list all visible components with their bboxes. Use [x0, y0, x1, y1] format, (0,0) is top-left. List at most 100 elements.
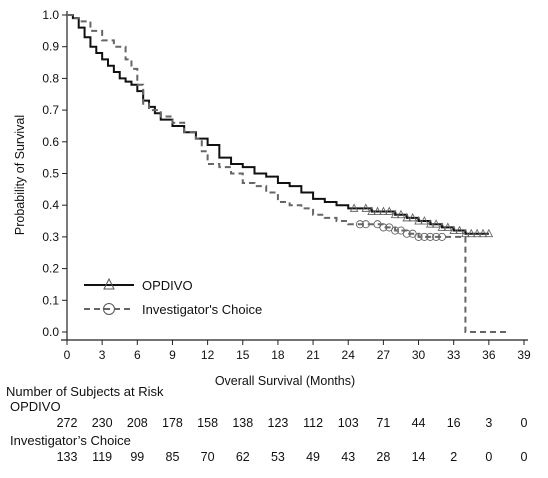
censor-mark-investigator: [432, 232, 441, 241]
risk-count: 49: [306, 450, 321, 464]
legend: OPDIVO Investigator's Choice: [84, 277, 262, 317]
risk-count: 112: [303, 416, 324, 430]
censor-mark-opdivo: [379, 206, 388, 215]
risk-count: 123: [267, 416, 289, 430]
censor-mark-investigator: [414, 232, 423, 241]
censor-mark-opdivo: [443, 222, 453, 231]
censor-mark-investigator: [361, 220, 370, 229]
censor-mark-opdivo: [437, 222, 447, 231]
y-axis-title: Probability of Survival: [13, 115, 27, 235]
risk-count: 0: [485, 450, 493, 464]
censor-mark-opdivo: [484, 228, 494, 238]
risk-count: 178: [162, 416, 183, 430]
censor-mark-opdivo: [408, 212, 418, 222]
x-tick-label: 24: [342, 348, 356, 362]
series-layer: [67, 14, 507, 333]
y-tick-label: 0.1: [42, 293, 59, 307]
x-tick-label: 18: [271, 348, 285, 362]
x-tick-label: 36: [482, 348, 496, 362]
censor-mark-opdivo: [420, 216, 429, 225]
y-tick-label: 0.7: [42, 103, 59, 117]
risk-count: 3: [485, 416, 493, 430]
censor-mark-investigator: [402, 229, 411, 238]
x-axis: 0 3 6 9 12 15 18 21 24 27 30 33 36 39: [64, 340, 531, 362]
risk-count: 14: [411, 450, 426, 464]
censor-mark-opdivo: [431, 219, 441, 228]
risk-count: 0: [520, 416, 528, 430]
survival-curve-investigator: [67, 14, 507, 333]
censor-mark-opdivo: [472, 228, 482, 238]
censor-mark-opdivo: [373, 206, 382, 215]
x-tick-label: 15: [236, 348, 250, 362]
y-tick-label: 0.0: [42, 325, 59, 339]
censor-mark-investigator: [391, 226, 400, 235]
censor-mark-opdivo: [455, 225, 464, 235]
censor-mark-opdivo: [449, 225, 459, 235]
risk-count: 44: [411, 416, 426, 430]
censor-mark-opdivo: [361, 203, 371, 212]
plot-frame: [61, 11, 528, 341]
x-tick-label: 12: [201, 348, 215, 362]
y-tick-label: 0.4: [42, 198, 59, 212]
x-tick-label: 27: [377, 348, 391, 362]
risk-count: 16: [446, 416, 461, 430]
y-tick-label: 0.5: [42, 167, 59, 181]
survival-curve-opdivo: [67, 14, 489, 235]
y-tick-label: 0.3: [42, 230, 59, 244]
x-tick-label: 0: [64, 348, 71, 362]
censor-mark-opdivo: [478, 228, 488, 238]
y-tick-label: 0.8: [42, 71, 59, 85]
risk-count: 208: [126, 416, 148, 430]
censor-mark-opdivo: [425, 219, 435, 228]
risk-count: 0: [520, 450, 528, 464]
risk-count: 28: [376, 450, 391, 464]
x-tick-label: 6: [134, 348, 141, 362]
censor-mark-investigator: [426, 232, 435, 241]
y-axis: 0.0 0.1 0.2 0.3 0.4 0.5 0.6 0.7 0.8 0.9 1.0: [42, 8, 67, 339]
triangle-marker-icon: [103, 277, 115, 290]
risk-table-title: Number of Subjects at Risk: [6, 384, 164, 399]
risk-count: 158: [197, 416, 219, 430]
censor-mark-opdivo: [466, 228, 476, 238]
x-tick-label: 33: [447, 348, 461, 362]
y-tick-label: 1.0: [42, 8, 59, 22]
x-tick-label: 30: [412, 348, 426, 362]
y-tick-label: 0.2: [42, 262, 59, 276]
risk-count: 133: [56, 450, 78, 464]
y-tick-label: 0.6: [42, 135, 59, 149]
risk-count: 103: [337, 416, 359, 430]
risk-count: 62: [235, 450, 250, 464]
x-tick-label: 3: [99, 348, 106, 362]
risk-count: 70: [200, 450, 215, 464]
risk-count: 119: [92, 450, 113, 464]
censor-mark-opdivo: [402, 212, 412, 222]
x-tick-label: 39: [517, 348, 531, 362]
x-tick-label: 21: [306, 348, 320, 362]
y-tick-label: 0.9: [42, 40, 59, 54]
censor-mark-investigator: [437, 232, 447, 241]
risk-count: 53: [270, 450, 285, 464]
legend-label-opdivo: OPDIVO: [142, 278, 193, 293]
risk-count: 43: [341, 450, 356, 464]
censor-mark-opdivo: [414, 216, 423, 225]
censor-mark-opdivo: [390, 209, 400, 219]
censor-mark-investigator: [420, 232, 429, 241]
circle-marker-icon: [103, 303, 115, 315]
x-axis-title: Overall Survival (Months): [215, 374, 355, 388]
censor-mark-investigator: [355, 220, 364, 229]
x-tick-label: 9: [169, 348, 176, 362]
risk-count: 2: [450, 450, 458, 464]
censor-mark-opdivo: [384, 206, 394, 215]
risk-count: 138: [232, 416, 254, 430]
risk-row-label-investigator: Investigator’s Choice: [10, 433, 131, 448]
censor-mark-opdivo: [349, 203, 359, 212]
legend-label-investigator: Investigator's Choice: [142, 302, 262, 317]
risk-count: 99: [130, 450, 145, 464]
censor-mark-opdivo: [367, 206, 377, 215]
risk-row-label-opdivo: OPDIVO: [10, 399, 61, 414]
risk-count: 272: [56, 416, 78, 430]
risk-count: 85: [165, 450, 180, 464]
censor-mark-opdivo: [396, 209, 406, 219]
risk-count: 230: [91, 416, 113, 430]
